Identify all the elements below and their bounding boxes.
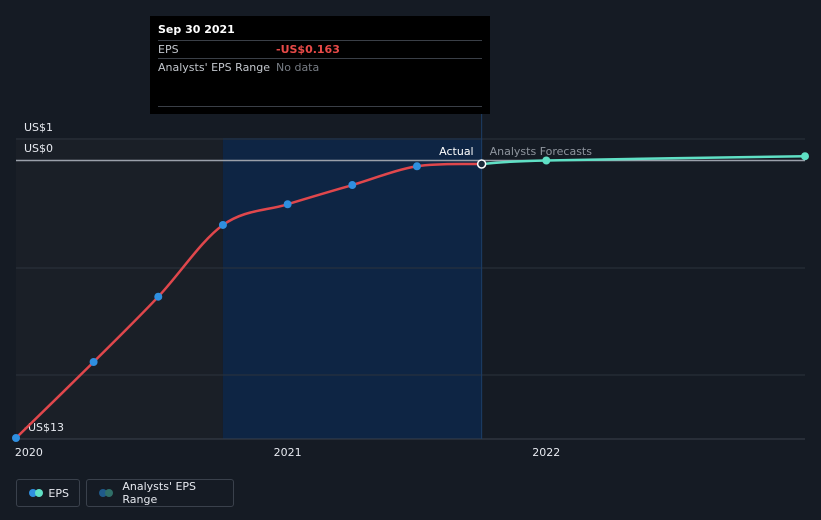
eps-point-4: [283, 200, 292, 209]
x-tick-label-0: 2020: [15, 446, 43, 459]
actual-section-label: Actual: [439, 145, 473, 158]
range-legend-icon: [99, 489, 113, 497]
tooltip-row-eps: EPS -US$0.163: [158, 40, 482, 58]
tooltip-divider: [158, 106, 482, 107]
past-region-shade: [16, 138, 223, 439]
forecast-point-1: [801, 152, 809, 161]
forecast-line: [481, 154, 806, 166]
legend-range-button[interactable]: Analysts' EPS Range: [86, 479, 234, 507]
y-tick-label-0: US$1: [24, 121, 53, 134]
eps-point-3: [218, 220, 227, 229]
x-tick-label-1: 2021: [274, 446, 302, 459]
y-tick-label-2: -US$13: [24, 421, 64, 434]
eps-point-0: [12, 434, 20, 442]
forecast-point-0: [542, 156, 551, 165]
x-tick-label-2: 2022: [532, 446, 560, 459]
y-tick-label-1: US$0: [24, 142, 53, 155]
legend-range-label: Analysts' EPS Range: [122, 480, 197, 506]
eps-point-2: [154, 292, 163, 301]
eps-legend-icon: [29, 489, 43, 497]
eps-point-1: [89, 358, 98, 367]
forecast-section-label: Analysts Forecasts: [490, 145, 593, 158]
eps-point-5: [348, 181, 357, 190]
tooltip-date: Sep 30 2021: [158, 23, 235, 36]
tooltip-range-label: Analysts' EPS Range: [158, 61, 271, 74]
legend-eps-button[interactable]: EPS: [16, 479, 80, 507]
tooltip-row-range: Analysts' EPS Range No data: [158, 58, 482, 76]
legend-eps-label: EPS: [48, 486, 69, 500]
eps-point-6: [412, 162, 421, 171]
tooltip-eps-label: EPS: [158, 43, 179, 56]
tooltip-eps-value: -US$0.163: [276, 43, 340, 56]
tooltip-range-value: No data: [276, 61, 320, 74]
tooltip: Sep 30 2021 EPS -US$0.163 Analysts' EPS …: [150, 16, 490, 114]
eps-point-7: [476, 159, 487, 169]
